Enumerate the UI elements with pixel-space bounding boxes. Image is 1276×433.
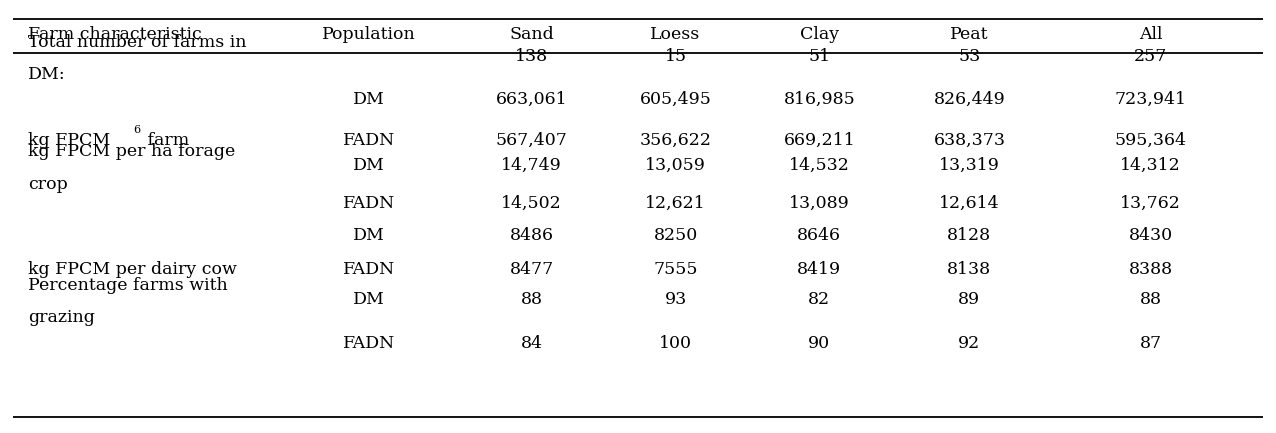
Text: 816,985: 816,985 [783, 91, 855, 108]
Text: kg FPCM: kg FPCM [28, 132, 110, 149]
Text: 8477: 8477 [509, 261, 554, 278]
Text: Loess: Loess [651, 26, 701, 43]
Text: DM: DM [353, 227, 385, 244]
Text: 8388: 8388 [1129, 261, 1173, 278]
Text: 13,762: 13,762 [1120, 195, 1182, 212]
Text: 8486: 8486 [509, 227, 554, 244]
Text: 82: 82 [808, 291, 831, 308]
Text: 7555: 7555 [653, 261, 698, 278]
Text: 663,061: 663,061 [496, 91, 568, 108]
Text: Farm characteristic: Farm characteristic [28, 26, 202, 43]
Text: Clay: Clay [800, 26, 838, 43]
Text: 51: 51 [808, 48, 831, 65]
Text: DM: DM [353, 157, 385, 174]
Text: 257: 257 [1134, 48, 1168, 65]
Text: All: All [1139, 26, 1162, 43]
Text: Peat: Peat [951, 26, 989, 43]
Text: 669,211: 669,211 [783, 132, 855, 149]
Text: 12,621: 12,621 [646, 195, 706, 212]
Text: 8128: 8128 [947, 227, 991, 244]
Text: 88: 88 [1139, 291, 1161, 308]
Text: 90: 90 [808, 335, 831, 352]
Text: grazing: grazing [28, 310, 94, 326]
Text: 723,941: 723,941 [1115, 91, 1187, 108]
Text: Sand: Sand [509, 26, 554, 43]
Text: 89: 89 [958, 291, 980, 308]
Text: crop: crop [28, 176, 68, 193]
Text: FADN: FADN [343, 261, 396, 278]
Text: 15: 15 [665, 48, 686, 65]
Text: kg FPCM per ha forage: kg FPCM per ha forage [28, 143, 235, 160]
Text: 605,495: 605,495 [639, 91, 712, 108]
Text: 8430: 8430 [1129, 227, 1173, 244]
Text: 14,502: 14,502 [501, 195, 563, 212]
Text: Population: Population [323, 26, 416, 43]
Text: 826,449: 826,449 [934, 91, 1005, 108]
Text: 8646: 8646 [798, 227, 841, 244]
Text: Total number of farms in: Total number of farms in [28, 34, 246, 51]
Text: 14,749: 14,749 [501, 157, 563, 174]
Text: FADN: FADN [343, 132, 396, 149]
Text: 84: 84 [521, 335, 542, 352]
Text: DM:: DM: [28, 66, 65, 83]
Text: 567,407: 567,407 [496, 132, 568, 149]
Text: 638,373: 638,373 [933, 132, 1005, 149]
Text: 14,532: 14,532 [789, 157, 850, 174]
Text: 14,312: 14,312 [1120, 157, 1182, 174]
Text: 8419: 8419 [798, 261, 841, 278]
Text: DM: DM [353, 91, 385, 108]
Text: 8250: 8250 [653, 227, 698, 244]
Text: 13,059: 13,059 [646, 157, 706, 174]
Text: FADN: FADN [343, 195, 396, 212]
Text: 356,622: 356,622 [639, 132, 712, 149]
Text: 8138: 8138 [947, 261, 991, 278]
Text: 100: 100 [658, 335, 692, 352]
Text: 88: 88 [521, 291, 542, 308]
Text: farm: farm [142, 132, 189, 149]
Text: 87: 87 [1139, 335, 1161, 352]
Text: 53: 53 [958, 48, 980, 65]
Text: 6: 6 [133, 125, 140, 135]
Text: 595,364: 595,364 [1115, 132, 1187, 149]
Text: DM: DM [353, 291, 385, 308]
Text: 13,319: 13,319 [939, 157, 1000, 174]
Text: 138: 138 [516, 48, 549, 65]
Text: 12,614: 12,614 [939, 195, 999, 212]
Text: 93: 93 [665, 291, 686, 308]
Text: FADN: FADN [343, 335, 396, 352]
Text: 92: 92 [958, 335, 980, 352]
Text: 13,089: 13,089 [789, 195, 850, 212]
Text: Percentage farms with: Percentage farms with [28, 277, 227, 294]
Text: kg FPCM per dairy cow: kg FPCM per dairy cow [28, 261, 236, 278]
